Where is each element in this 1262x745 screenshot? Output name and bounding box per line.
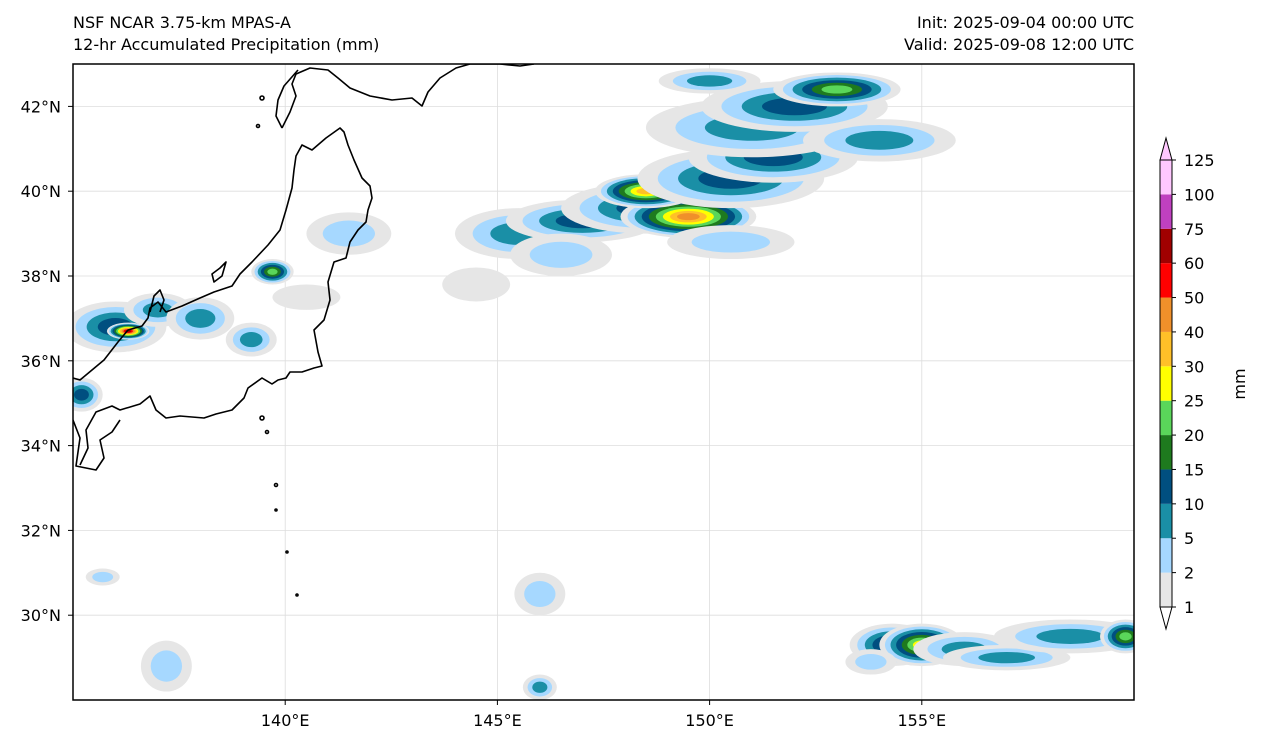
- colorbar-tick-label: 50: [1184, 289, 1204, 308]
- colorbar-tick-label: 5: [1184, 529, 1194, 548]
- coastline-noto: [149, 289, 165, 313]
- colorbar-unit-label: mm: [1230, 368, 1249, 399]
- coastline-sado: [211, 261, 227, 283]
- colorbar-segment: [1160, 160, 1172, 195]
- precip-contour: [821, 85, 853, 94]
- precip-contour: [677, 213, 700, 221]
- map-frame: [72, 63, 1135, 701]
- colorbar-tick-label: 1: [1184, 598, 1194, 617]
- precip-contour: [92, 571, 114, 583]
- lat-tick-label: 36°N: [21, 352, 61, 371]
- precip-contour: [267, 268, 278, 275]
- colorbar-tick-label: 2: [1184, 564, 1194, 583]
- precip-contour: [150, 650, 183, 682]
- island-okushiri: [255, 123, 261, 129]
- colorbar-extend-max: [1159, 136, 1173, 161]
- colorbar-tick-label: 75: [1184, 220, 1204, 239]
- colorbar-segment: [1160, 538, 1172, 573]
- colorbar-segment: [1160, 331, 1172, 367]
- precip-contour: [691, 231, 770, 253]
- colorbar-segment: [1160, 503, 1172, 539]
- colorbar-segment: [1160, 400, 1172, 436]
- colorbar-tick-label: 100: [1184, 185, 1215, 204]
- colorbar-segment: [1160, 435, 1172, 470]
- precip-contour: [322, 220, 375, 247]
- colorbar-tick-label: 60: [1184, 254, 1204, 273]
- precip-contour: [442, 267, 511, 302]
- island-izu-6: [295, 593, 299, 597]
- colorbar-tick-label: 40: [1184, 323, 1204, 342]
- precip-region-northeast-band: [442, 68, 956, 302]
- time-info-block: Init: 2025-09-04 00:00 UTC Valid: 2025-0…: [904, 12, 1134, 56]
- colorbar-tick-label: 10: [1184, 495, 1204, 514]
- island-izu-5: [285, 550, 289, 554]
- precip-contour: [185, 308, 216, 328]
- colorbar-tick-label: 20: [1184, 426, 1204, 445]
- lon-tick-label: 150°E: [685, 711, 734, 730]
- model-title-block: NSF NCAR 3.75-km MPAS-A 12-hr Accumulate…: [73, 12, 379, 56]
- precip-region-scattered-south: [85, 568, 566, 700]
- precip-contour: [524, 580, 556, 608]
- valid-time: Valid: 2025-09-08 12:00 UTC: [903, 35, 1134, 54]
- lon-tick-label: 145°E: [473, 711, 522, 730]
- precip-contour: [686, 75, 733, 87]
- colorbar-segment: [1160, 572, 1172, 607]
- precip-contour: [239, 332, 263, 348]
- precipitation-field: [73, 68, 1134, 700]
- init-time: Init: 2025-09-04 00:00 UTC: [916, 13, 1134, 32]
- precip-contour: [845, 130, 914, 150]
- lat-tick-label: 32°N: [21, 521, 61, 540]
- colorbar-segment: [1160, 297, 1172, 332]
- precip-region-south-cluster: [845, 619, 1134, 675]
- lon-tick-label: 140°E: [261, 711, 310, 730]
- colorbar-segment: [1160, 194, 1172, 229]
- island-izu-1: [259, 415, 265, 421]
- lat-tick-label: 30°N: [21, 606, 61, 625]
- island-izu-4: [274, 508, 278, 512]
- lat-tick-label: 42°N: [21, 97, 61, 116]
- colorbar-segment: [1160, 469, 1172, 504]
- island-izu-2: [264, 429, 270, 435]
- colorbar-segment: [1160, 228, 1172, 264]
- product-name: 12-hr Accumulated Precipitation (mm): [73, 35, 380, 54]
- precip-contour: [978, 651, 1035, 664]
- colorbar-tick-label: 15: [1184, 460, 1204, 479]
- coastlines: [73, 64, 535, 597]
- lat-tick-label: 34°N: [21, 437, 61, 456]
- coastline-hokkaido-west: [275, 69, 299, 129]
- colorbar-extend-min: [1159, 606, 1173, 631]
- precip-contour: [142, 302, 173, 318]
- coastline-shikoku: [73, 419, 121, 471]
- precip-contour: [529, 241, 593, 268]
- colorbar-tick-label: 125: [1184, 151, 1215, 170]
- axis-labels: 30°N 32°N 34°N 36°N 38°N 40°N 42°N 140°E 145°E 15…: [21, 97, 946, 730]
- precip-contour: [272, 284, 341, 310]
- precip-contour: [74, 388, 89, 401]
- coastline-honshu: [73, 127, 373, 466]
- precip-contour: [532, 681, 548, 693]
- map-background: [73, 64, 1134, 700]
- precip-contour: [1036, 628, 1105, 644]
- precip-region-japan-sea: [73, 212, 392, 412]
- island-rishiri: [259, 95, 265, 101]
- lat-tick-label: 38°N: [21, 267, 61, 286]
- model-name: NSF NCAR 3.75-km MPAS-A: [73, 13, 291, 32]
- colorbar-frame: [1159, 159, 1173, 608]
- island-izu-3: [273, 482, 279, 488]
- colorbar-segment: [1160, 366, 1172, 401]
- colorbar-tick-label: 30: [1184, 357, 1204, 376]
- lon-tick-label: 155°E: [897, 711, 946, 730]
- gridlines: [73, 64, 1134, 700]
- lat-tick-label: 40°N: [21, 182, 61, 201]
- colorbar-tick-label: 25: [1184, 392, 1204, 411]
- colorbar-segment: [1160, 263, 1172, 298]
- precip-contour: [1119, 632, 1132, 641]
- precip-contour: [855, 654, 887, 670]
